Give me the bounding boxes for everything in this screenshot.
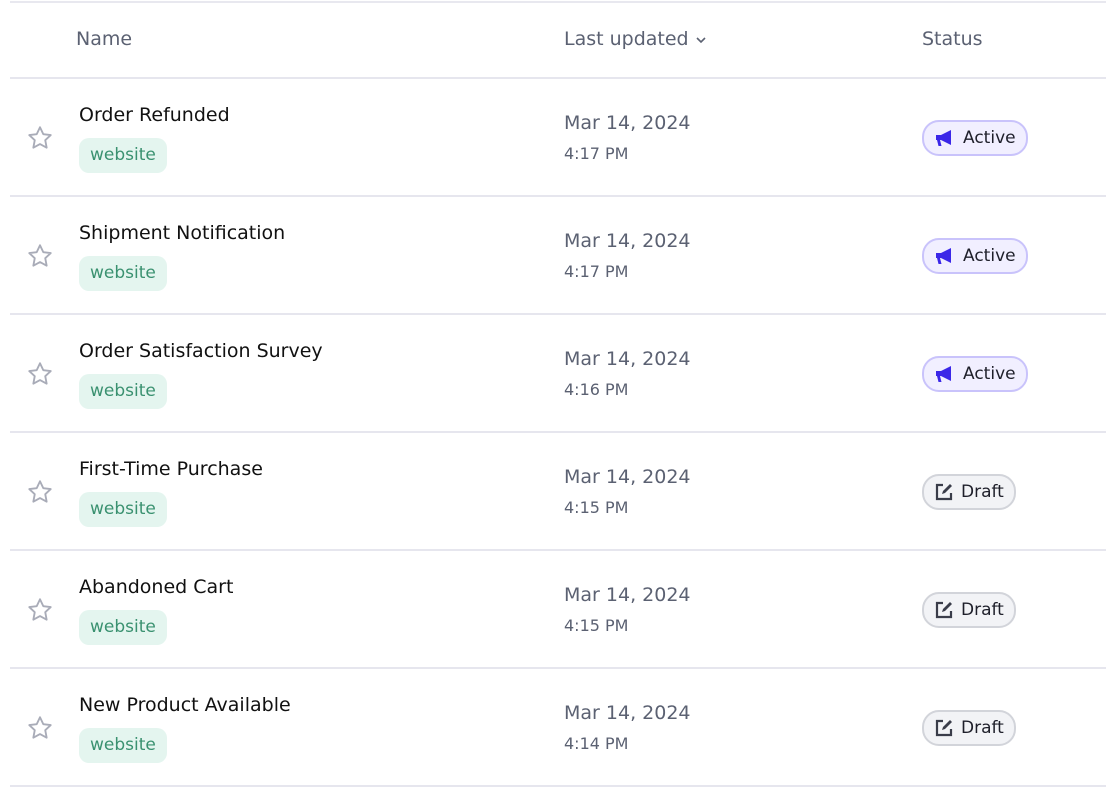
row-name[interactable]: First-Time Purchase <box>79 458 263 480</box>
row-time: 4:16 PM <box>564 380 629 399</box>
row-time: 4:15 PM <box>564 616 629 635</box>
row-time: 4:14 PM <box>564 734 629 753</box>
row-date: Mar 14, 2024 <box>564 584 691 606</box>
star-icon[interactable] <box>26 478 54 506</box>
row-time: 4:15 PM <box>564 498 629 517</box>
table-row[interactable]: Order Refunded website Mar 14, 2024 4:17… <box>10 79 1106 197</box>
row-date: Mar 14, 2024 <box>564 230 691 252</box>
edit-icon <box>934 600 954 620</box>
row-name[interactable]: Shipment Notification <box>79 222 286 244</box>
table-row[interactable]: Order Satisfaction Survey website Mar 14… <box>10 315 1106 433</box>
megaphone-icon <box>934 246 956 266</box>
status-badge[interactable]: Active <box>922 238 1028 274</box>
status-badge[interactable]: Draft <box>922 474 1016 510</box>
tag-badge: website <box>79 374 167 409</box>
row-name[interactable]: New Product Available <box>79 694 291 716</box>
star-icon[interactable] <box>26 596 54 624</box>
automations-table: Name Last updated Status Order Refunded … <box>10 1 1106 787</box>
edit-icon <box>934 482 954 502</box>
row-date: Mar 14, 2024 <box>564 466 691 488</box>
table-row[interactable]: First-Time Purchase website Mar 14, 2024… <box>10 433 1106 551</box>
megaphone-icon <box>934 128 956 148</box>
table-row[interactable]: New Product Available website Mar 14, 20… <box>10 669 1106 787</box>
status-badge[interactable]: Draft <box>922 710 1016 746</box>
status-label: Draft <box>961 718 1004 738</box>
status-badge[interactable]: Draft <box>922 592 1016 628</box>
status-label: Draft <box>961 482 1004 502</box>
row-time: 4:17 PM <box>564 144 629 163</box>
tag-badge: website <box>79 138 167 173</box>
status-badge[interactable]: Active <box>922 120 1028 156</box>
status-badge[interactable]: Active <box>922 356 1028 392</box>
tag-badge: website <box>79 256 167 291</box>
row-date: Mar 14, 2024 <box>564 348 691 370</box>
row-name[interactable]: Abandoned Cart <box>79 576 234 598</box>
table-row[interactable]: Shipment Notification website Mar 14, 20… <box>10 197 1106 315</box>
tag-badge: website <box>79 610 167 645</box>
edit-icon <box>934 718 954 738</box>
row-name[interactable]: Order Refunded <box>79 104 230 126</box>
star-icon[interactable] <box>26 360 54 388</box>
tag-badge: website <box>79 728 167 763</box>
row-time: 4:17 PM <box>564 262 629 281</box>
column-header-last-updated[interactable]: Last updated <box>564 28 707 50</box>
row-date: Mar 14, 2024 <box>564 112 691 134</box>
table-header: Name Last updated Status <box>10 3 1106 79</box>
row-name[interactable]: Order Satisfaction Survey <box>79 340 323 362</box>
star-icon[interactable] <box>26 714 54 742</box>
megaphone-icon <box>934 364 956 384</box>
status-label: Active <box>963 128 1016 148</box>
table-row[interactable]: Abandoned Cart website Mar 14, 2024 4:15… <box>10 551 1106 669</box>
status-label: Active <box>963 364 1016 384</box>
column-header-status[interactable]: Status <box>922 28 983 50</box>
star-icon[interactable] <box>26 242 54 270</box>
last-updated-label: Last updated <box>564 28 689 50</box>
column-header-name[interactable]: Name <box>76 28 133 50</box>
chevron-down-icon <box>696 36 706 43</box>
status-label: Active <box>963 246 1016 266</box>
tag-badge: website <box>79 492 167 527</box>
star-icon[interactable] <box>26 124 54 152</box>
status-label: Draft <box>961 600 1004 620</box>
row-date: Mar 14, 2024 <box>564 702 691 724</box>
